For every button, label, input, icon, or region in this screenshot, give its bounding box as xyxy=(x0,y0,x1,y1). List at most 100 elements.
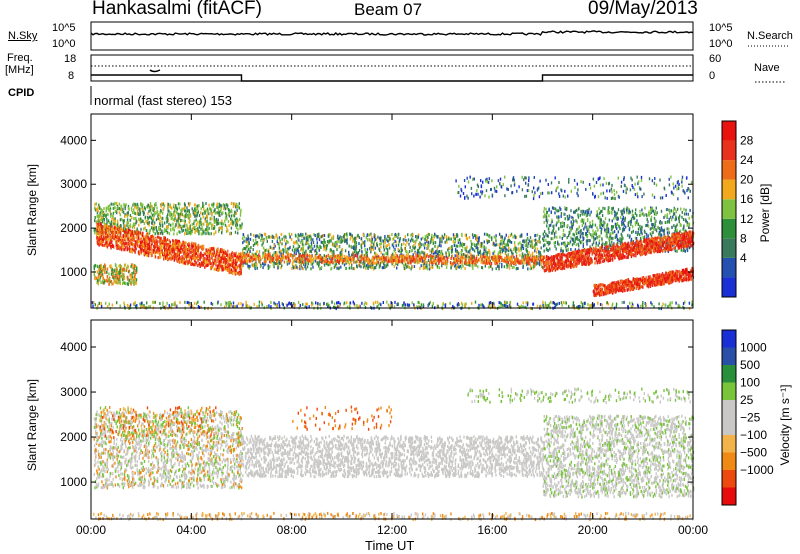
scatter-cell xyxy=(213,220,216,224)
scatter-cell xyxy=(213,248,215,251)
scatter-cell xyxy=(238,255,241,259)
scatter-cell xyxy=(206,216,208,220)
scatter-cell xyxy=(201,261,203,265)
scatter-cell xyxy=(135,269,137,273)
scatter-cell xyxy=(135,281,137,285)
scatter-cell xyxy=(236,205,239,209)
scatter-cell xyxy=(345,266,347,270)
nsearch-tick-low: 10^0 xyxy=(709,38,733,50)
scatter-cell xyxy=(277,261,280,264)
scatter-cell xyxy=(252,253,255,257)
scatter-cell xyxy=(208,259,210,263)
scatter-cell xyxy=(228,264,230,268)
scatter-cell xyxy=(202,203,205,207)
scatter-cell xyxy=(178,240,180,244)
scatter-cell xyxy=(193,245,195,249)
scatter-cell xyxy=(162,216,164,220)
scatter-cell xyxy=(403,242,405,246)
scatter-cell xyxy=(455,259,458,262)
scatter-cell xyxy=(527,260,529,264)
scatter-cell xyxy=(407,238,410,242)
scatter-cell xyxy=(124,224,126,228)
scatter-cell xyxy=(470,242,473,246)
scatter-cell xyxy=(489,251,491,255)
scatter-cell xyxy=(228,214,231,218)
scatter-cell xyxy=(468,258,470,262)
scatter-cell xyxy=(98,206,101,209)
scatter-cell xyxy=(154,255,157,259)
scatter-cell xyxy=(159,222,161,226)
scatter-cell xyxy=(133,244,136,248)
scatter-cell xyxy=(400,246,402,250)
scatter-cell xyxy=(100,265,103,269)
scatter-cell xyxy=(217,251,219,255)
scatter-cell xyxy=(172,246,174,250)
power-lower-early xyxy=(93,263,138,286)
scatter-cell xyxy=(379,256,381,260)
scatter-cell xyxy=(399,236,401,240)
scatter-cell xyxy=(233,252,235,256)
scatter-cell xyxy=(120,275,122,279)
scatter-cell xyxy=(248,242,250,245)
scatter-cell xyxy=(216,205,218,209)
scatter-cell xyxy=(210,208,213,212)
scatter-cell xyxy=(120,207,123,211)
scatter-cell xyxy=(314,259,317,263)
scatter-cell xyxy=(189,224,191,228)
scatter-cell xyxy=(256,250,258,254)
scatter-cell xyxy=(507,240,509,244)
scatter-cell xyxy=(289,253,291,257)
scatter-cell xyxy=(161,230,163,234)
scatter-cell xyxy=(128,244,131,248)
scatter-cell xyxy=(269,245,272,249)
scatter-cell xyxy=(426,254,428,258)
scatter-cell xyxy=(151,221,153,225)
scatter-cell xyxy=(310,245,313,249)
scatter-cell xyxy=(144,239,147,242)
scatter-cell xyxy=(147,218,149,222)
scatter-cell xyxy=(450,261,452,265)
scatter-cell xyxy=(112,230,114,234)
scatter-cell xyxy=(152,230,155,234)
scatter-cell xyxy=(196,204,199,208)
scatter-cell xyxy=(352,238,354,242)
scatter-cell xyxy=(219,203,221,207)
scatter-cell xyxy=(445,251,447,255)
scatter-cell xyxy=(159,224,161,227)
scatter-cell xyxy=(105,237,107,241)
scatter-cell xyxy=(216,266,218,269)
scatter-cell xyxy=(104,241,107,245)
scatter-cell xyxy=(236,255,238,259)
scatter-cell xyxy=(116,228,119,231)
scatter-cell xyxy=(391,233,393,236)
scatter-cell xyxy=(252,239,255,242)
scatter-cell xyxy=(166,219,169,223)
scatter-cell xyxy=(158,226,160,230)
scatter-cell xyxy=(214,259,216,263)
scatter-cell xyxy=(143,241,145,245)
scatter-cell xyxy=(316,241,318,245)
scatter-cell xyxy=(110,237,112,241)
scatter-cell xyxy=(273,236,276,240)
scatter-cell xyxy=(365,251,367,255)
scatter-cell xyxy=(326,262,328,266)
scatter-cell xyxy=(427,240,430,244)
scatter-cell xyxy=(147,221,149,225)
scatter-cell xyxy=(247,264,249,268)
scatter-cell xyxy=(194,252,197,256)
scatter-cell xyxy=(201,228,204,232)
scatter-cell xyxy=(128,243,130,246)
scatter-cell xyxy=(398,259,400,263)
scatter-cell xyxy=(272,253,274,257)
scatter-cell xyxy=(133,264,136,268)
scatter-cell xyxy=(211,212,213,216)
scatter-cell xyxy=(131,236,134,240)
scatter-cell xyxy=(503,265,506,269)
scatter-cell xyxy=(237,231,239,235)
scatter-cell xyxy=(434,232,436,236)
scatter-cell xyxy=(310,267,312,271)
scatter-cell xyxy=(239,255,242,259)
scatter-cell xyxy=(362,256,364,260)
scatter-cell xyxy=(134,212,136,216)
scatter-cell xyxy=(470,255,472,259)
